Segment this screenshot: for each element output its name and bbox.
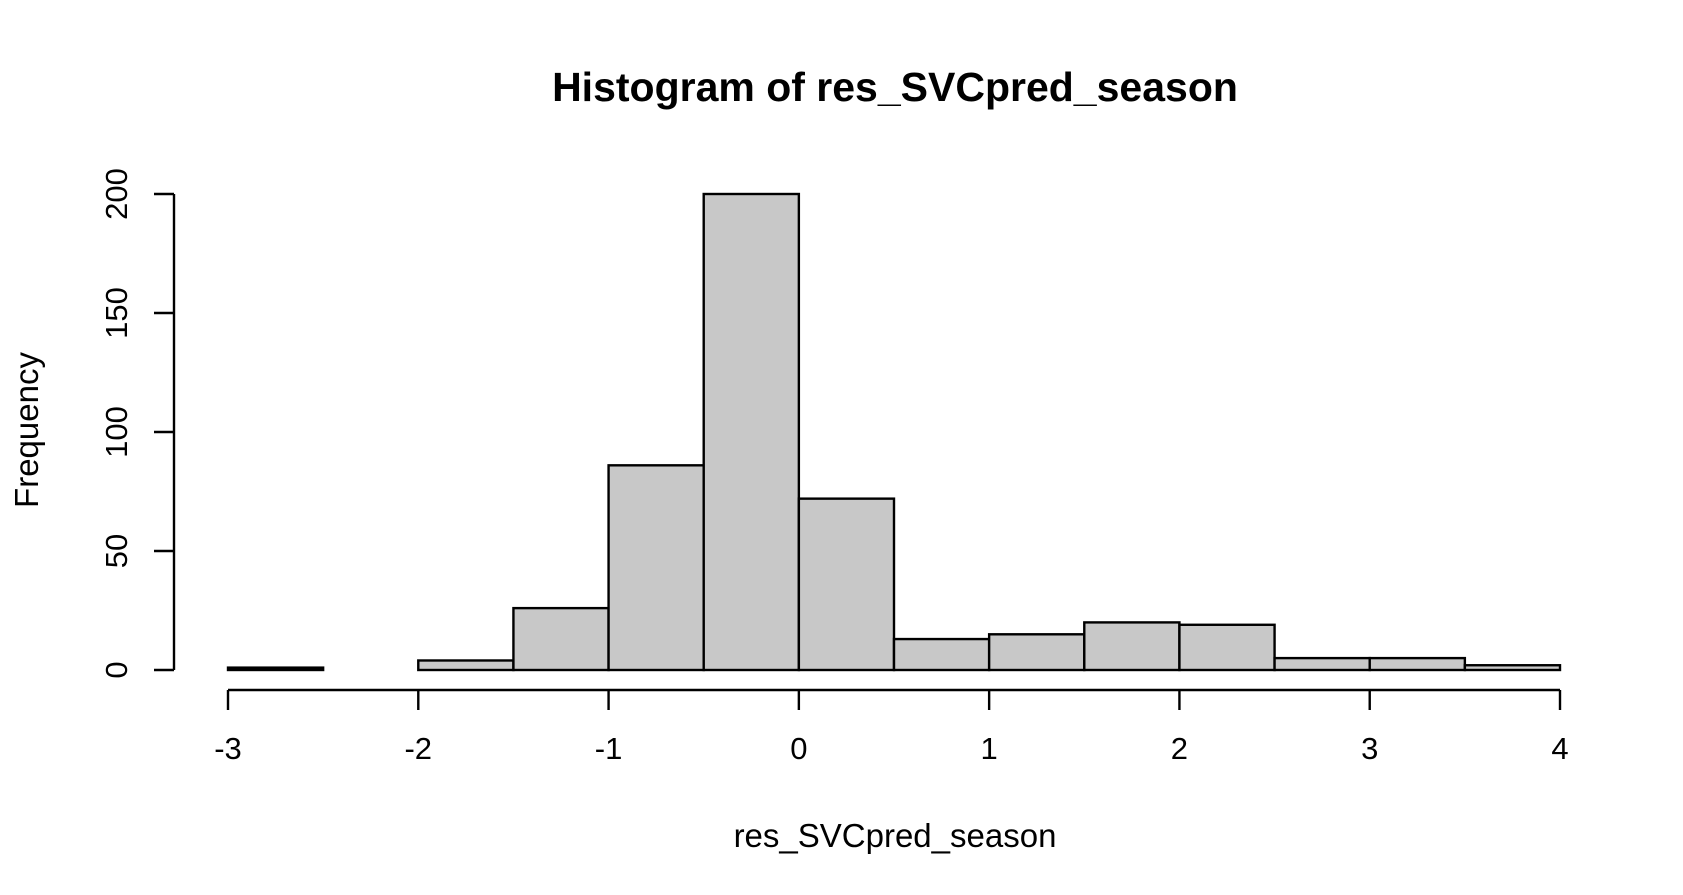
x-tick-label: 0	[790, 731, 807, 766]
y-tick-label: 50	[99, 534, 134, 568]
histogram-bar	[1463, 664, 1562, 672]
x-tick-label: 1	[981, 731, 998, 766]
x-tick-label: -1	[595, 731, 623, 766]
bars-group	[226, 192, 1562, 672]
y-tick-label: 100	[99, 406, 134, 458]
x-tick-label: 2	[1171, 731, 1188, 766]
x-axis-label: res_SVCpred_season	[734, 817, 1057, 854]
histogram-bar	[226, 666, 325, 672]
histogram-bar	[702, 192, 801, 672]
y-tick-label: 150	[99, 287, 134, 339]
y-axis-label: Frequency	[8, 352, 45, 508]
chart-title: Histogram of res_SVCpred_season	[552, 64, 1238, 110]
x-tick-label: 3	[1361, 731, 1378, 766]
y-axis: 0 50 100 150 200	[99, 168, 176, 679]
x-axis: -3 -2 -1 0 1 2 3 4	[214, 688, 1569, 766]
histogram-bar	[1083, 621, 1181, 672]
x-tick-label: -3	[214, 731, 242, 766]
histogram-bar	[417, 659, 515, 672]
histogram-bar	[797, 497, 896, 672]
y-tick-label: 0	[99, 661, 134, 678]
histogram-bar	[987, 633, 1086, 672]
histogram-bar	[1273, 656, 1371, 672]
histogram-bar	[1368, 656, 1467, 672]
y-tick-label: 200	[99, 168, 134, 220]
histogram-bar	[1178, 623, 1276, 672]
histogram-bar	[512, 606, 610, 672]
x-tick-label: 4	[1551, 731, 1568, 766]
x-tick-label: -2	[404, 731, 432, 766]
histogram-bar	[892, 637, 991, 672]
histogram-bar	[607, 464, 705, 672]
